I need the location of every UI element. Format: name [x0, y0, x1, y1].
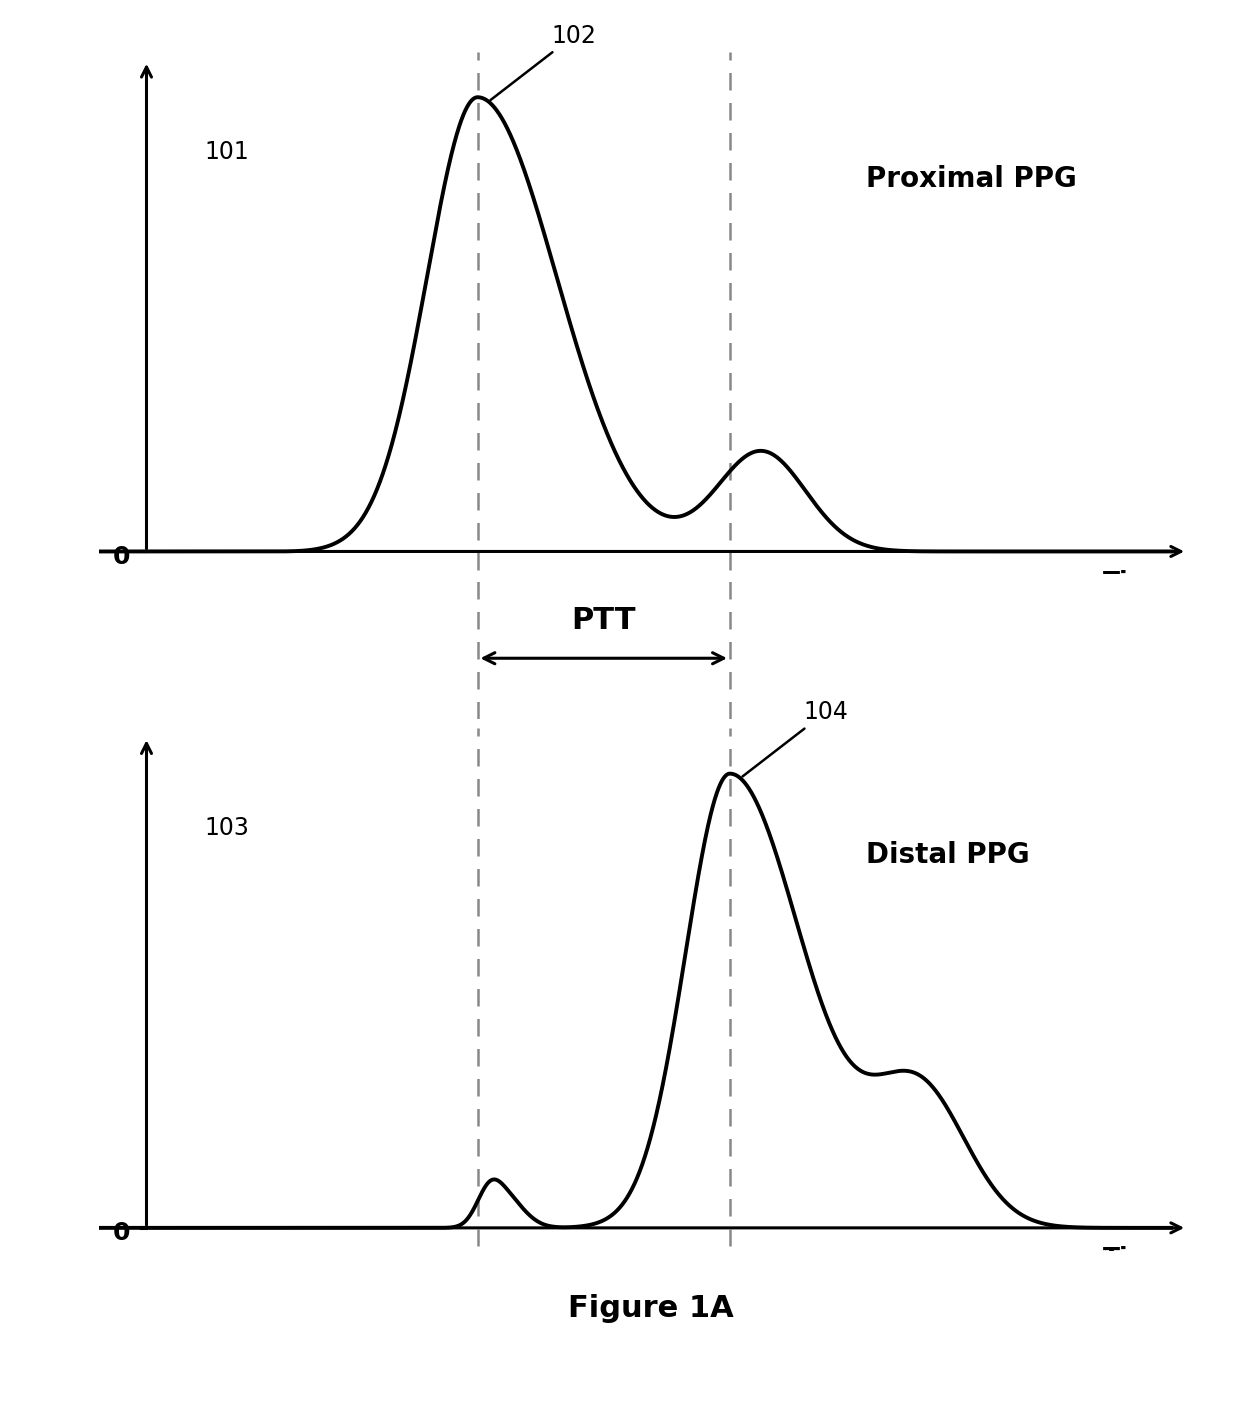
Text: Distal PPG: Distal PPG: [867, 842, 1030, 870]
Text: 103: 103: [205, 816, 249, 840]
Text: Time: Time: [1102, 1246, 1172, 1270]
Text: 104: 104: [743, 701, 848, 776]
Text: 102: 102: [491, 24, 596, 100]
Text: Figure 1A: Figure 1A: [568, 1294, 734, 1323]
Text: PTT: PTT: [572, 607, 636, 635]
Text: 0: 0: [113, 545, 130, 570]
Text: 101: 101: [205, 140, 249, 164]
Text: Time: Time: [1102, 570, 1172, 594]
Text: 0: 0: [113, 1222, 130, 1246]
Text: Proximal PPG: Proximal PPG: [867, 165, 1078, 194]
